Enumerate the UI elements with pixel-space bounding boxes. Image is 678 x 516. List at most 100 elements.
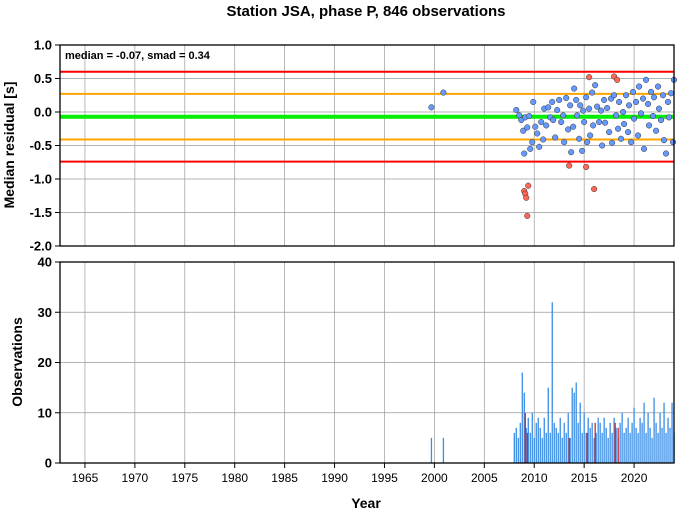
data-bar (568, 437, 570, 463)
data-bar (633, 407, 635, 463)
data-point (657, 116, 665, 124)
data-point (652, 127, 660, 134)
data-point (650, 94, 658, 101)
data-bar (533, 437, 535, 463)
data-point (659, 92, 667, 99)
data-bar (535, 422, 537, 463)
x-tick-label: 1975 (171, 471, 198, 485)
data-point (602, 119, 609, 126)
data-point (566, 162, 573, 169)
data-point (567, 102, 574, 109)
data-point (552, 134, 559, 141)
data-bar (653, 397, 655, 463)
data-point (626, 102, 633, 109)
data-bar (515, 427, 517, 463)
data-point (513, 106, 520, 114)
data-point (640, 145, 648, 152)
data-bar (613, 417, 615, 463)
data-point (524, 212, 531, 219)
data-bar (619, 422, 621, 463)
data-bar (565, 432, 567, 463)
data-bar (545, 432, 547, 463)
data-bar (609, 422, 611, 463)
data-point (565, 126, 572, 133)
data-bar (543, 417, 545, 463)
data-bar (575, 382, 577, 463)
data-bar (581, 432, 583, 463)
data-point (520, 127, 527, 134)
residual-y-label: Median residual [s] (1, 82, 17, 209)
x-tick-label: 2005 (471, 471, 498, 485)
data-bar (561, 437, 563, 463)
residual-grid (60, 44, 674, 247)
data-point (642, 76, 650, 83)
data-point (591, 186, 598, 193)
data-point (571, 85, 578, 92)
data-point (638, 110, 645, 117)
observations-bars (430, 302, 675, 463)
data-point (625, 129, 632, 136)
data-point (576, 135, 583, 142)
data-point (558, 119, 565, 126)
data-bar (549, 432, 551, 463)
y-tick-label: -1.5 (30, 205, 52, 220)
data-point (665, 114, 673, 121)
data-point (536, 143, 543, 150)
data-bar (569, 437, 571, 463)
data-point (534, 130, 541, 137)
observations-y-label: Observations (9, 317, 25, 407)
data-bar (517, 437, 519, 463)
data-point (574, 112, 581, 119)
data-point (580, 107, 587, 114)
data-point (525, 182, 532, 189)
observations-y-ticks: 40 30 20 10 0 (38, 255, 60, 471)
data-point (631, 115, 638, 122)
data-bar (641, 422, 643, 463)
data-point (628, 139, 635, 146)
data-point (614, 76, 621, 83)
data-point (529, 139, 536, 146)
data-point (583, 94, 590, 101)
data-bar (645, 432, 647, 463)
data-point (524, 124, 531, 131)
data-point (613, 112, 620, 119)
data-point (589, 89, 596, 96)
data-point (604, 104, 611, 112)
data-bar (625, 427, 627, 463)
x-tick-label: 2010 (521, 471, 548, 485)
data-point (570, 123, 577, 130)
x-tick-label: 2000 (421, 471, 448, 485)
data-point (611, 92, 618, 99)
y-tick-label: 0.5 (34, 71, 52, 86)
data-bar (597, 417, 599, 463)
data-bar (442, 437, 445, 463)
data-point (586, 74, 593, 81)
data-point (594, 103, 601, 110)
data-point (560, 112, 567, 119)
data-point (590, 122, 597, 129)
data-bar (563, 422, 565, 463)
y-tick-label: 0 (45, 456, 52, 471)
data-bar (661, 427, 663, 463)
data-bar (593, 437, 595, 463)
data-point (527, 145, 534, 152)
data-bar (547, 387, 549, 463)
data-point (428, 104, 435, 111)
data-bar (669, 427, 671, 463)
data-point (550, 116, 557, 124)
data-bar (637, 432, 639, 463)
y-tick-label: 1.0 (34, 38, 52, 53)
y-tick-label: 40 (38, 255, 52, 270)
data-bar (639, 417, 641, 463)
data-point (664, 98, 672, 105)
data-bar (603, 417, 605, 463)
data-bar (521, 372, 523, 463)
data-point (669, 139, 677, 146)
data-bar (671, 402, 673, 463)
y-tick-label: 20 (38, 355, 52, 370)
data-bar (571, 387, 573, 463)
data-bar (519, 422, 521, 463)
data-bar (663, 402, 665, 463)
data-bar (589, 427, 591, 463)
